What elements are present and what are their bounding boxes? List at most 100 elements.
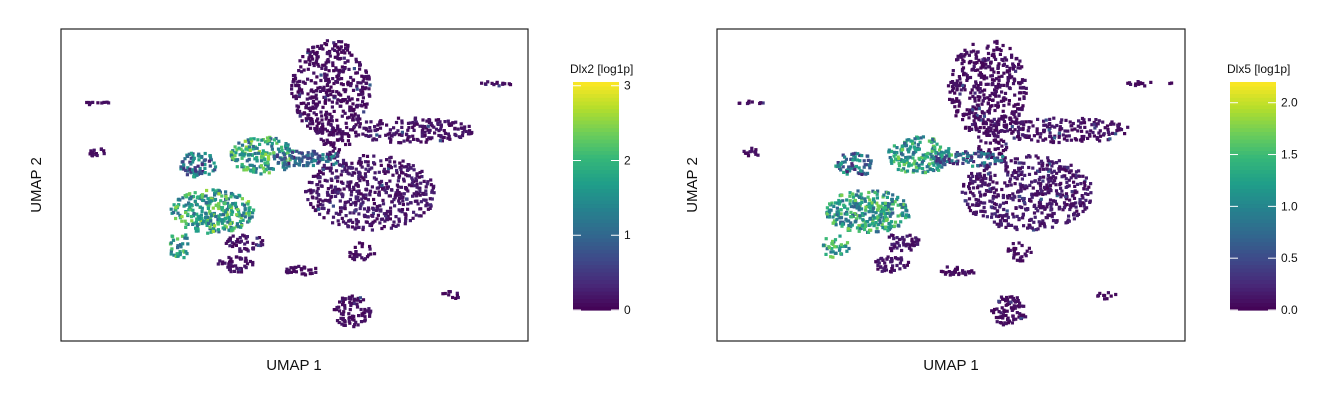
scatter-point	[1012, 318, 1016, 322]
scatter-point	[339, 173, 343, 177]
scatter-point	[226, 239, 230, 244]
scatter-point	[912, 162, 916, 166]
scatter-point	[240, 213, 244, 217]
scatter-point	[334, 161, 338, 165]
colorbar-segment	[1230, 177, 1276, 182]
scatter-point	[1006, 249, 1010, 253]
scatter-point	[363, 315, 367, 319]
scatter-point	[340, 216, 344, 220]
scatter-point	[896, 203, 900, 207]
scatter-point	[980, 161, 985, 165]
scatter-point	[1014, 206, 1018, 210]
scatter-point	[214, 203, 218, 207]
scatter-point	[917, 166, 921, 170]
scatter-point	[1013, 176, 1017, 180]
y-axis-label-dlx2: UMAP 2	[28, 157, 45, 213]
scatter-point	[886, 255, 890, 259]
scatter-point	[1047, 180, 1051, 184]
scatter-point	[291, 80, 295, 84]
scatter-point	[206, 197, 210, 201]
scatter-point	[352, 187, 356, 191]
scatter-point	[454, 296, 458, 300]
scatter-point	[1023, 252, 1027, 256]
scatter-point	[214, 189, 218, 193]
scatter-point	[1064, 177, 1068, 181]
scatter-point	[189, 156, 193, 160]
colorbar-segment	[1230, 306, 1276, 311]
scatter-point	[248, 153, 252, 157]
scatter-point	[411, 164, 415, 168]
scatter-point	[1015, 157, 1019, 161]
colorbar-segment	[1230, 146, 1276, 151]
scatter-point	[362, 207, 367, 211]
scatter-point	[308, 122, 312, 126]
scatter-point	[323, 101, 327, 105]
scatter-point	[307, 161, 311, 165]
scatter-point	[345, 48, 350, 52]
scatter-point	[200, 210, 204, 214]
scatter-point	[890, 257, 894, 261]
scatter-point	[893, 220, 898, 224]
scatter-point	[244, 256, 248, 260]
scatter-point	[302, 272, 306, 276]
scatter-point	[1048, 183, 1053, 188]
scatter-point	[297, 94, 301, 99]
scatter-point	[990, 78, 995, 82]
scatter-point	[986, 96, 990, 100]
scatter-point	[341, 49, 346, 53]
scatter-point	[1062, 137, 1066, 141]
scatter-point	[1030, 180, 1034, 184]
scatter-point	[247, 208, 251, 213]
scatter-point	[341, 312, 345, 317]
scatter-point	[961, 269, 965, 273]
scatter-point	[1094, 118, 1098, 122]
scatter-point	[336, 45, 340, 49]
scatter-point	[337, 320, 341, 325]
scatter-point	[358, 63, 362, 67]
scatter-point	[331, 221, 335, 225]
scatter-point	[412, 168, 416, 172]
scatter-point	[234, 243, 238, 247]
scatter-point	[1077, 119, 1081, 123]
scatter-point	[238, 153, 242, 157]
scatter-point	[833, 213, 837, 217]
scatter-point	[256, 151, 260, 155]
scatter-point	[243, 139, 247, 143]
scatter-point	[1067, 170, 1072, 175]
scatter-point	[944, 149, 948, 153]
scatter-point	[996, 66, 1000, 70]
scatter-point	[889, 158, 894, 162]
colorbar-segment	[573, 268, 619, 273]
scatter-point	[414, 194, 418, 198]
scatter-point	[1001, 43, 1005, 48]
scatter-point	[235, 165, 239, 169]
scatter-point	[357, 93, 361, 97]
scatter-point	[874, 230, 878, 234]
scatter-point	[955, 88, 959, 92]
scatter-point	[921, 135, 925, 139]
scatter-point	[854, 219, 858, 223]
scatter-point	[1137, 82, 1141, 86]
scatter-point	[990, 215, 994, 219]
scatter-point	[981, 122, 985, 126]
scatter-point	[339, 316, 343, 320]
scatter-point	[1083, 125, 1087, 129]
scatter-point	[1016, 173, 1021, 177]
scatter-point	[989, 129, 993, 133]
scatter-point	[868, 198, 872, 202]
scatter-point	[459, 135, 463, 139]
scatter-point	[322, 216, 326, 220]
scatter-point	[863, 222, 867, 226]
scatter-point	[251, 147, 255, 151]
scatter-point	[990, 74, 994, 78]
scatter-point	[1057, 140, 1061, 145]
scatter-point	[385, 185, 389, 189]
scatter-point	[322, 206, 326, 211]
scatter-point	[367, 87, 371, 91]
scatter-point	[379, 163, 383, 167]
scatter-point	[905, 234, 909, 238]
scatter-point	[853, 198, 857, 203]
scatter-point	[979, 73, 983, 77]
scatter-point	[255, 159, 259, 163]
scatter-point	[1059, 186, 1063, 190]
